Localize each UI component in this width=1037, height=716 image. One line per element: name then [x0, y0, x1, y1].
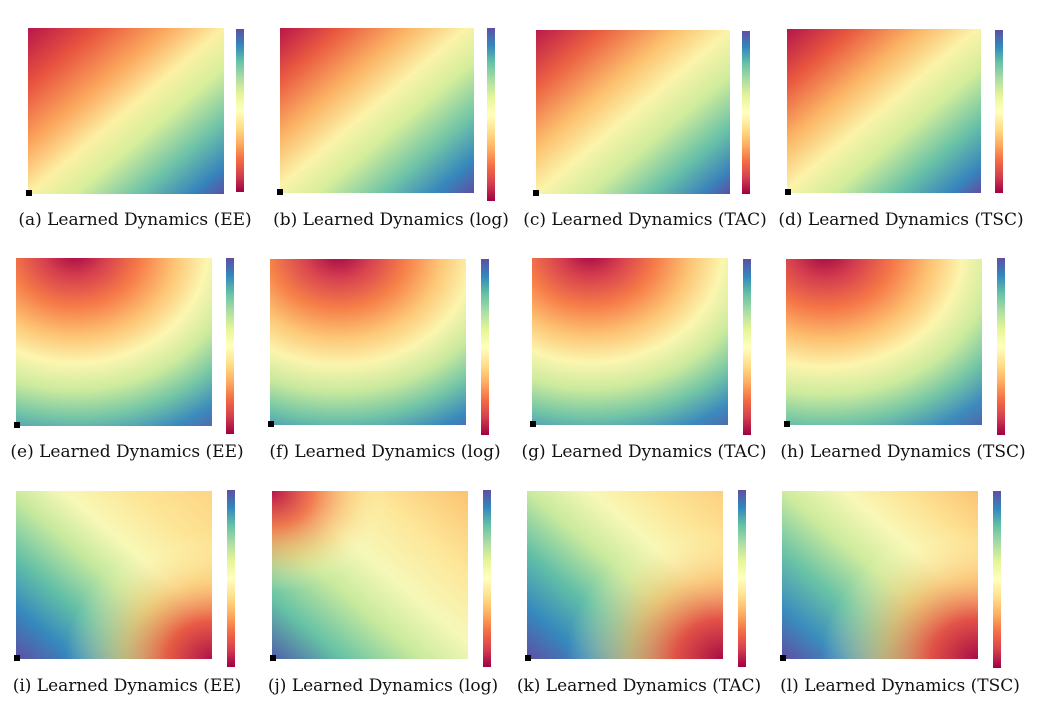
colorbar-d — [995, 30, 1003, 193]
caption-a: (a) Learned Dynamics (EE) — [18, 210, 252, 230]
caption-f: (f) Learned Dynamics (log) — [269, 442, 501, 462]
heatmap-f-svg — [270, 259, 466, 425]
heatmap-j-svg — [272, 491, 468, 659]
colorbar-b — [487, 28, 495, 201]
colorbar-e — [226, 258, 234, 434]
origin-marker-a — [26, 190, 32, 196]
heatmap-a — [28, 28, 224, 194]
origin-marker-l — [780, 655, 786, 661]
heatmap-h-svg — [786, 259, 982, 425]
colorbar-i — [227, 490, 235, 667]
heatmap-i — [16, 491, 212, 659]
heatmap-a-svg — [28, 28, 224, 194]
origin-marker-b — [277, 189, 283, 195]
heatmap-k-svg — [527, 491, 723, 659]
caption-b: (b) Learned Dynamics (log) — [273, 210, 509, 230]
heatmap-j — [272, 491, 468, 659]
heatmap-e — [16, 258, 212, 426]
origin-marker-i — [14, 655, 20, 661]
colorbar-a — [236, 29, 244, 192]
origin-marker-k — [525, 655, 531, 661]
heatmap-c — [536, 30, 730, 194]
origin-marker-c — [533, 190, 539, 196]
heatmap-g — [532, 258, 728, 425]
colorbar-f — [481, 259, 489, 435]
heatmap-l-svg — [782, 491, 978, 659]
heatmap-k — [527, 491, 723, 659]
heatmap-b — [280, 28, 474, 193]
origin-marker-d — [785, 189, 791, 195]
heatmap-e-svg — [16, 258, 212, 426]
colorbar-c — [742, 31, 750, 194]
caption-k: (k) Learned Dynamics (TAC) — [516, 676, 762, 696]
heatmap-g-svg — [532, 258, 728, 425]
caption-l: (l) Learned Dynamics (TSC) — [780, 676, 1020, 696]
heatmap-d-svg — [787, 29, 981, 193]
origin-marker-f — [268, 421, 274, 427]
origin-marker-h — [784, 421, 790, 427]
caption-d: (d) Learned Dynamics (TSC) — [778, 210, 1024, 230]
origin-marker-g — [530, 421, 536, 427]
heatmap-i-svg — [16, 491, 212, 659]
colorbar-h — [997, 258, 1005, 435]
caption-e: (e) Learned Dynamics (EE) — [10, 442, 244, 462]
caption-i: (i) Learned Dynamics (EE) — [12, 676, 242, 696]
heatmap-h — [786, 259, 982, 425]
heatmap-c-svg — [536, 30, 730, 194]
caption-h: (h) Learned Dynamics (TSC) — [780, 442, 1026, 462]
colorbar-l — [993, 491, 1001, 668]
caption-g: (g) Learned Dynamics (TAC) — [521, 442, 767, 462]
caption-j: (j) Learned Dynamics (log) — [267, 676, 499, 696]
heatmap-f — [270, 259, 466, 425]
heatmap-d — [787, 29, 981, 193]
origin-marker-j — [270, 655, 276, 661]
heatmap-b-svg — [280, 28, 474, 193]
origin-marker-e — [14, 422, 20, 428]
colorbar-k — [738, 490, 746, 667]
colorbar-g — [743, 259, 751, 435]
colorbar-j — [483, 490, 491, 667]
caption-c: (c) Learned Dynamics (TAC) — [523, 210, 767, 230]
heatmap-l — [782, 491, 978, 659]
